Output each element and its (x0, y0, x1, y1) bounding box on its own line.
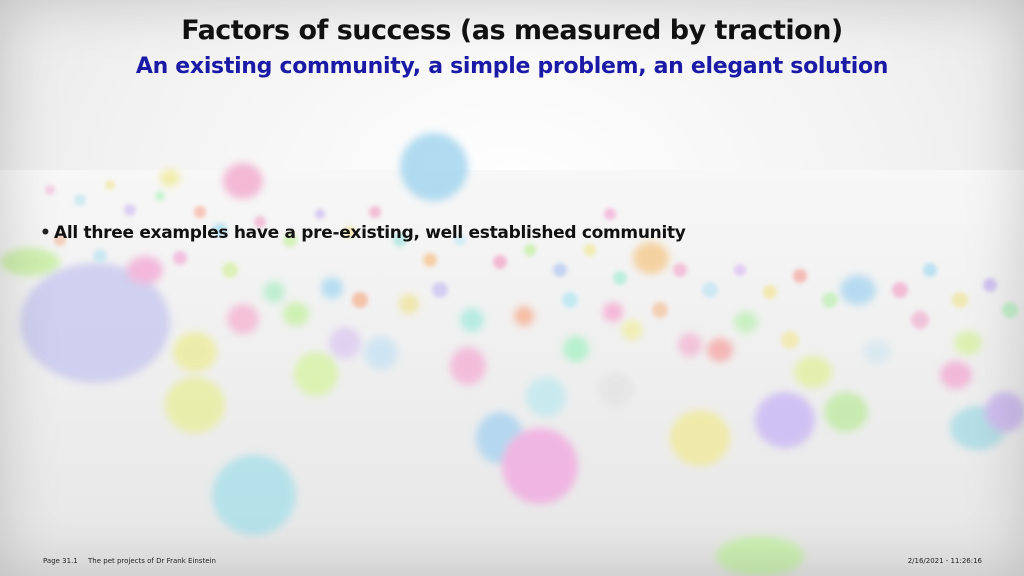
footer-datetime: 2/16/2021 - 11:26:16 (907, 557, 982, 565)
page-number: Page 31.1 (43, 557, 78, 565)
slide-subtitle: An existing community, a simple problem,… (135, 54, 889, 79)
bullet-text: All three examples have a pre-existing, … (54, 223, 686, 243)
bullet-list: • All three examples have a pre-existing,… (40, 223, 686, 243)
bullet-item: • All three examples have a pre-existing,… (40, 223, 686, 243)
footer-left: Page 31.1 The pet projects of Dr Frank E… (43, 557, 224, 565)
bullet-dot-icon: • (40, 223, 51, 243)
deck-title: The pet projects of Dr Frank Einstein (88, 557, 216, 565)
slide-title: Factors of success (as measured by tract… (181, 15, 843, 46)
